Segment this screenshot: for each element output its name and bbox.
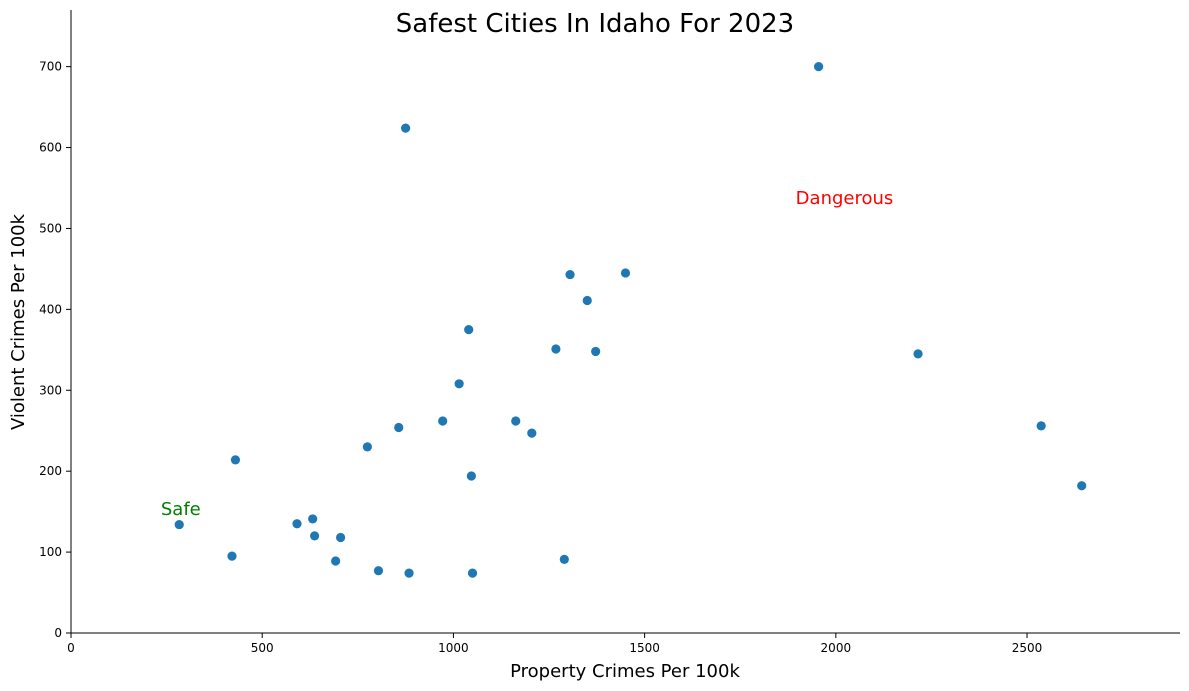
y-axis-label: Violent Crimes Per 100k	[8, 213, 29, 430]
data-point	[174, 519, 184, 530]
data-point	[620, 268, 631, 278]
data-point	[582, 295, 592, 306]
x-tick-label: 1500	[629, 641, 660, 655]
data-point	[362, 442, 372, 452]
data-point	[565, 269, 575, 280]
data-point	[438, 416, 448, 426]
x-axis-label: Property Crimes Per 100k	[510, 661, 740, 682]
data-points	[174, 62, 1087, 578]
data-point	[331, 556, 341, 566]
chart-title: Safest Cities In Idaho For 2023	[396, 9, 794, 39]
ticks: 0 500 1000 1500 2000 2500 0 100 200 300 400 500 600 7…	[39, 60, 1042, 655]
data-point	[467, 568, 478, 578]
data-point	[454, 379, 464, 389]
annotations: Safe Dangerous	[161, 188, 893, 520]
data-point	[308, 514, 318, 524]
data-point	[394, 422, 404, 433]
data-point	[1036, 421, 1046, 431]
data-point	[466, 471, 476, 481]
data-point	[551, 344, 561, 354]
y-tick-label: 0	[54, 626, 62, 640]
data-point	[591, 346, 601, 357]
x-tick-label: 500	[251, 641, 274, 655]
x-tick-label: 2000	[821, 641, 852, 655]
y-tick-label: 700	[39, 60, 62, 74]
y-tick-label: 400	[39, 302, 62, 316]
data-point	[1077, 481, 1087, 491]
data-point	[404, 568, 414, 578]
data-point	[230, 455, 241, 465]
y-tick-label: 300	[39, 383, 62, 397]
y-tick-label: 500	[39, 221, 62, 235]
data-point	[511, 416, 521, 426]
annotation-safe: Safe	[161, 499, 201, 520]
data-point	[336, 532, 346, 543]
data-point	[814, 62, 824, 72]
data-point	[373, 566, 384, 576]
y-tick-label: 100	[39, 545, 62, 559]
y-tick-label: 200	[39, 464, 62, 478]
axes	[70, 10, 1180, 634]
x-tick-label: 2500	[1012, 641, 1043, 655]
x-tick-label: 1000	[438, 641, 469, 655]
data-point	[292, 519, 302, 529]
annotation-dangerous: Dangerous	[796, 188, 894, 209]
data-point	[227, 551, 237, 561]
data-point	[464, 324, 474, 335]
data-point	[309, 531, 320, 541]
data-point	[527, 428, 537, 438]
y-tick-label: 600	[39, 141, 62, 155]
data-point	[401, 123, 411, 133]
x-tick-label: 0	[67, 641, 75, 655]
data-point	[913, 349, 923, 359]
data-point	[559, 554, 569, 564]
